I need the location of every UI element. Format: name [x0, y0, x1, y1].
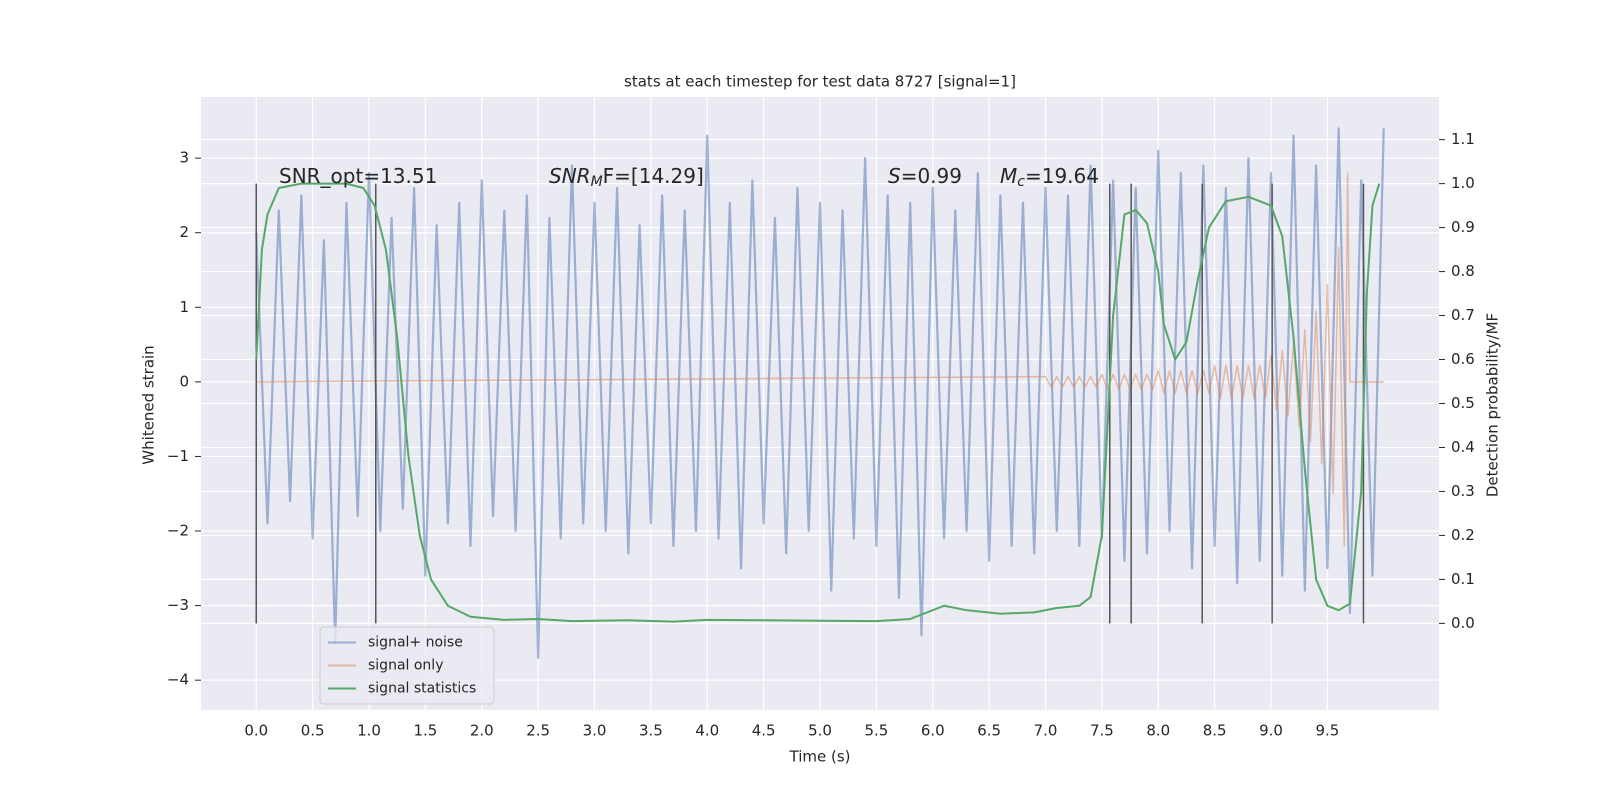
y2-axis-label: Detection probability/MF — [1484, 313, 1502, 497]
legend-label: signal only — [368, 658, 443, 674]
x-tick-label: 2.5 — [526, 722, 550, 740]
y-tick-label: 2 — [179, 223, 189, 241]
annotation-rest: =19.64 — [1025, 164, 1099, 188]
annotation-sub: c — [1017, 174, 1025, 190]
series-line — [255, 182, 1381, 623]
annotation: Mc=19.64 — [1000, 164, 1099, 191]
y2-tick-label: 0.8 — [1451, 262, 1475, 280]
y2-tick-label: 1.0 — [1451, 174, 1475, 192]
y-tick-label: −4 — [167, 671, 189, 689]
x-tick-label: 4.0 — [695, 722, 719, 740]
annotation-rest: F=[14.29] — [603, 164, 704, 188]
x-tick-label: 0.0 — [244, 722, 268, 740]
x-tick-label: 3.5 — [639, 722, 663, 740]
annotation-main: S — [888, 164, 901, 188]
y2-tick-label: 0.2 — [1451, 526, 1475, 544]
annotation: SNR_opt=13.51 — [279, 164, 437, 188]
series-line — [256, 172, 1384, 547]
annotation-rest: =0.99 — [901, 164, 962, 188]
y-tick-label: −1 — [167, 447, 189, 465]
annotation-sub: M — [591, 174, 603, 190]
annotation-main: M — [1000, 164, 1017, 188]
x-tick-label: 5.5 — [864, 722, 888, 740]
x-tick-label: 7.5 — [1090, 722, 1114, 740]
y-tick-label: 1 — [179, 298, 189, 316]
x-tick-label: 7.0 — [1034, 722, 1058, 740]
legend-label: signal statistics — [368, 681, 476, 697]
y-tick-label: −2 — [167, 522, 189, 540]
y2-tick-label: 0.4 — [1451, 438, 1475, 456]
series-line — [255, 127, 1385, 659]
chart-title: stats at each timestep for test data 872… — [624, 73, 1016, 91]
x-tick-label: 8.0 — [1146, 722, 1170, 740]
x-tick-label: 1.5 — [413, 722, 437, 740]
annotation: SNRMF=[14.29] — [549, 164, 704, 191]
x-tick-label: 8.5 — [1203, 722, 1227, 740]
y2-tick-label: 0.1 — [1451, 570, 1475, 588]
y2-tick-label: 0.9 — [1451, 218, 1475, 236]
y2-tick-label: 0.0 — [1451, 614, 1475, 632]
annotation-main: SNR — [549, 164, 591, 188]
x-tick-label: 1.0 — [357, 722, 381, 740]
x-tick-label: 6.0 — [921, 722, 945, 740]
y2-tick-label: 0.3 — [1451, 482, 1475, 500]
x-axis-label: Time (s) — [789, 748, 851, 766]
legend-label: signal+ noise — [368, 635, 463, 651]
y-tick-label: 3 — [179, 149, 189, 167]
x-tick-label: 2.0 — [470, 722, 494, 740]
y-tick-label: 0 — [179, 372, 189, 390]
annotation-main: SNR_opt=13.51 — [279, 164, 437, 188]
legend-box — [319, 626, 495, 705]
x-tick-label: 0.5 — [301, 722, 325, 740]
y-axis-label: Whitened strain — [140, 345, 158, 464]
y2-tick-label: 0.7 — [1451, 306, 1475, 324]
y2-tick-label: 0.6 — [1451, 350, 1475, 368]
x-tick-label: 9.0 — [1259, 722, 1283, 740]
annotation: S=0.99 — [888, 164, 962, 188]
y-tick-label: −3 — [167, 596, 189, 614]
y2-tick-label: 1.1 — [1451, 130, 1475, 148]
y2-tick-label: 0.5 — [1451, 394, 1475, 412]
x-tick-label: 6.5 — [977, 722, 1001, 740]
x-tick-label: 4.5 — [752, 722, 776, 740]
x-tick-label: 5.0 — [808, 722, 832, 740]
x-tick-label: 9.5 — [1315, 722, 1339, 740]
x-tick-label: 3.0 — [583, 722, 607, 740]
